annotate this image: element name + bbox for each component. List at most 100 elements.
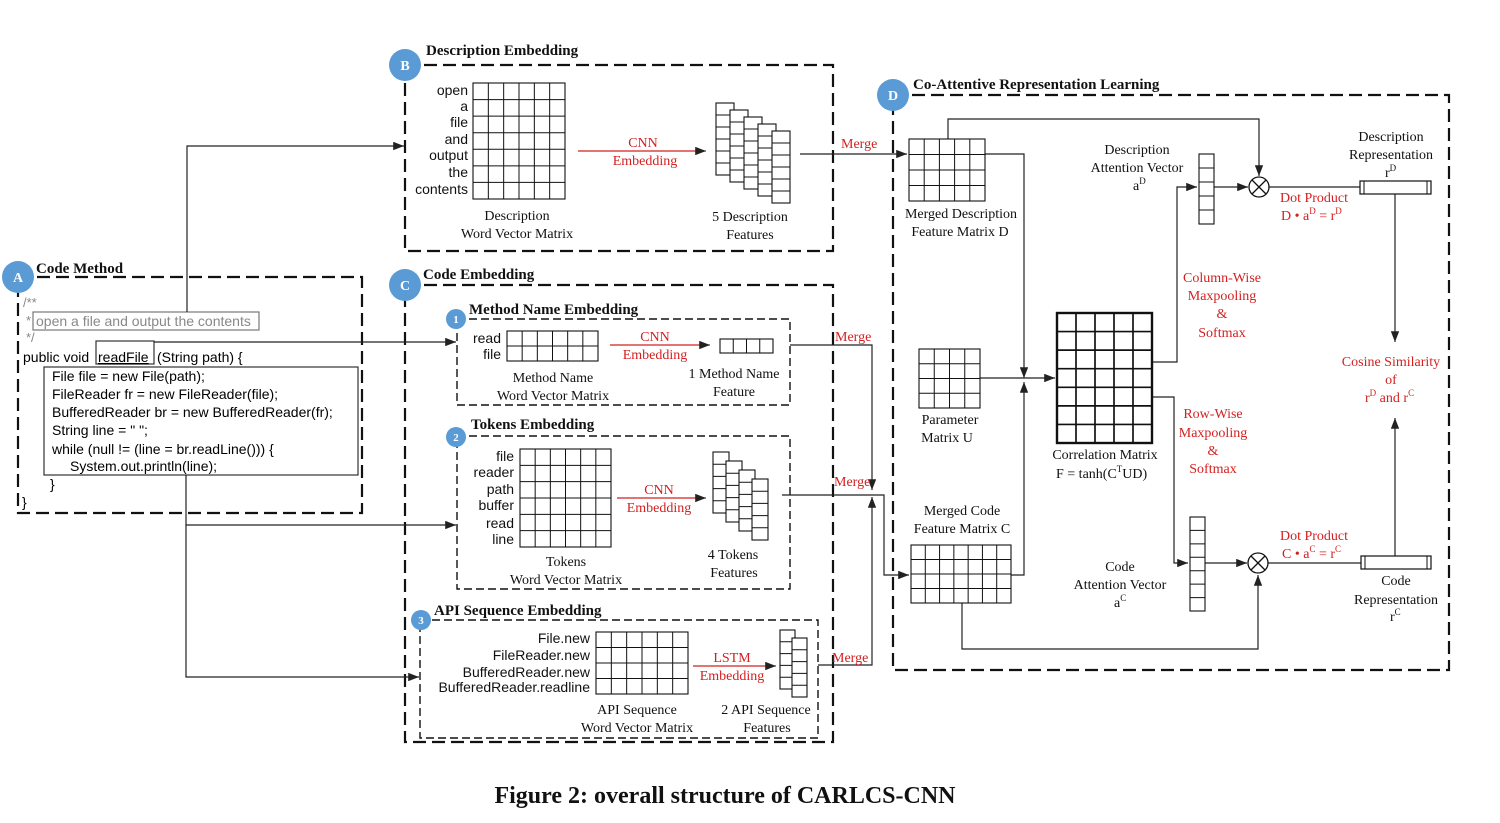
col-pool-label: Column-Wise — [1183, 271, 1261, 286]
tokens-feature-map — [751, 478, 769, 541]
api-word-matrix — [595, 631, 689, 695]
api-op-label: Embedding — [700, 669, 765, 684]
badge-c-label: C — [400, 279, 410, 294]
signature-prefix: public void — [23, 349, 89, 365]
multiply-code-icon — [1247, 552, 1269, 574]
comment-open: /** — [23, 295, 37, 310]
code-att-label: Attention Vector — [1074, 578, 1167, 593]
code-line: File file = new File(path); — [52, 368, 205, 384]
co-attentive-box — [891, 93, 1451, 672]
word: reader — [474, 464, 515, 480]
word: file — [483, 346, 501, 362]
row-pool-label: & — [1208, 444, 1219, 459]
signature-suffix: (String path) { — [157, 349, 243, 365]
desc-attention-vector — [1198, 153, 1215, 225]
section-c1-title: Method Name Embedding — [469, 302, 639, 318]
code-att-symbol: aC — [1114, 593, 1126, 611]
merge-label: Merge — [834, 475, 870, 490]
tokens-feature-map — [725, 460, 743, 523]
section-c1-header: 1 Method Name Embedding — [446, 302, 639, 329]
section-a-title: Code Method — [36, 261, 124, 277]
dot-code-label: Dot Product — [1280, 529, 1348, 544]
badge-1 — [446, 309, 466, 329]
badge-a — [2, 261, 34, 293]
api-embedding-box — [419, 619, 819, 739]
badge-b-label: B — [400, 59, 409, 74]
desc-rep-label: Representation — [1349, 148, 1433, 163]
figure-caption: Figure 2: overall structure of CARLCS-CN… — [494, 783, 956, 809]
desc-rep-symbol: rD — [1385, 163, 1397, 181]
code-attention-vector — [1189, 516, 1206, 612]
description-word-matrix — [472, 82, 566, 200]
word: read — [486, 515, 514, 531]
method-features-label: 1 Method Name — [689, 367, 780, 382]
badge-d — [877, 79, 909, 111]
api-op-label: LSTM — [713, 651, 751, 666]
comment-highlight-box — [32, 311, 260, 331]
desc-features-label: 5 Description — [712, 210, 788, 225]
badge-1-label: 1 — [453, 314, 459, 326]
word: path — [487, 481, 514, 497]
word: FileReader.new — [493, 647, 591, 663]
code-line: } — [50, 476, 55, 492]
api-matrix-label: API Sequence — [597, 703, 677, 718]
desc-rep-label: Description — [1358, 130, 1423, 145]
merged-desc-label: Merged Description — [905, 207, 1017, 222]
word: line — [492, 531, 514, 547]
word: File.new — [538, 630, 591, 646]
method-matrix-label: Word Vector Matrix — [497, 389, 609, 404]
section-b-header: B Description Embedding — [389, 43, 579, 81]
desc-att-label: Description — [1104, 143, 1169, 158]
tokens-embedding-box — [456, 435, 791, 590]
desc-representation-bar — [1359, 180, 1432, 195]
col-pool-label: Maxpooling — [1188, 289, 1256, 304]
merged-code-matrix — [910, 544, 1012, 604]
api-features-label: Features — [743, 721, 790, 736]
word: buffer — [478, 497, 514, 513]
method-name-highlight-box — [95, 340, 155, 365]
word: and — [445, 131, 468, 147]
dot-code-formula: C • aC = rC — [1282, 544, 1341, 562]
code-representation-bar — [1360, 555, 1432, 570]
matrices — [472, 82, 1215, 698]
row-pool-label: Maxpooling — [1179, 426, 1247, 441]
correlation-formula: F = tanh(CTUD) — [1056, 464, 1148, 482]
section-c2-title: Tokens Embedding — [471, 417, 595, 433]
row-pool-label: Softmax — [1189, 462, 1236, 477]
dot-desc-formula: D • aD = rD — [1281, 206, 1342, 224]
cosine-label: of — [1385, 373, 1397, 388]
section-c-header: C Code Embedding — [389, 267, 535, 301]
section-c-title: Code Embedding — [423, 267, 535, 283]
section-c3-title: API Sequence Embedding — [434, 603, 602, 619]
merge-label: Merge — [841, 137, 877, 152]
tokens-op-label: Embedding — [627, 501, 692, 516]
code-line: BufferedReader br = new BufferedReader(f… — [52, 404, 333, 420]
tokens-matrix-label: Tokens — [546, 555, 586, 570]
param-u-label: Parameter — [922, 413, 979, 428]
desc-op-label: Embedding — [613, 154, 678, 169]
method-op-label: Embedding — [623, 348, 688, 363]
code-line: String line = " "; — [52, 422, 148, 438]
desc-att-symbol: aD — [1133, 176, 1146, 194]
word: open — [437, 82, 468, 98]
tokens-features-label: 4 Tokens — [708, 548, 758, 563]
description-feature-map — [771, 130, 791, 204]
code-line: while (null != (line = br.readLine())) { — [51, 441, 274, 457]
desc-op-label: CNN — [628, 136, 658, 151]
badge-b — [389, 49, 421, 81]
code-method-box — [16, 275, 364, 515]
code-att-label: Code — [1105, 560, 1135, 575]
section-d-title: Co-Attentive Representation Learning — [913, 77, 1160, 93]
correlation-matrix — [1055, 311, 1154, 445]
method-op-label: CNN — [640, 330, 670, 345]
code-line: FileReader fr = new FileReader(file); — [52, 386, 278, 402]
section-c2-header: 2 Tokens Embedding — [446, 417, 595, 447]
tokens-features-label: Features — [710, 566, 757, 581]
tokens-word-matrix — [519, 448, 612, 548]
dot-desc-label: Dot Product — [1280, 191, 1348, 206]
code-rep-label: Code — [1381, 574, 1411, 589]
merged-desc-label: Feature Matrix D — [911, 225, 1008, 240]
badge-3-label: 3 — [418, 615, 424, 627]
word: file — [450, 114, 468, 130]
